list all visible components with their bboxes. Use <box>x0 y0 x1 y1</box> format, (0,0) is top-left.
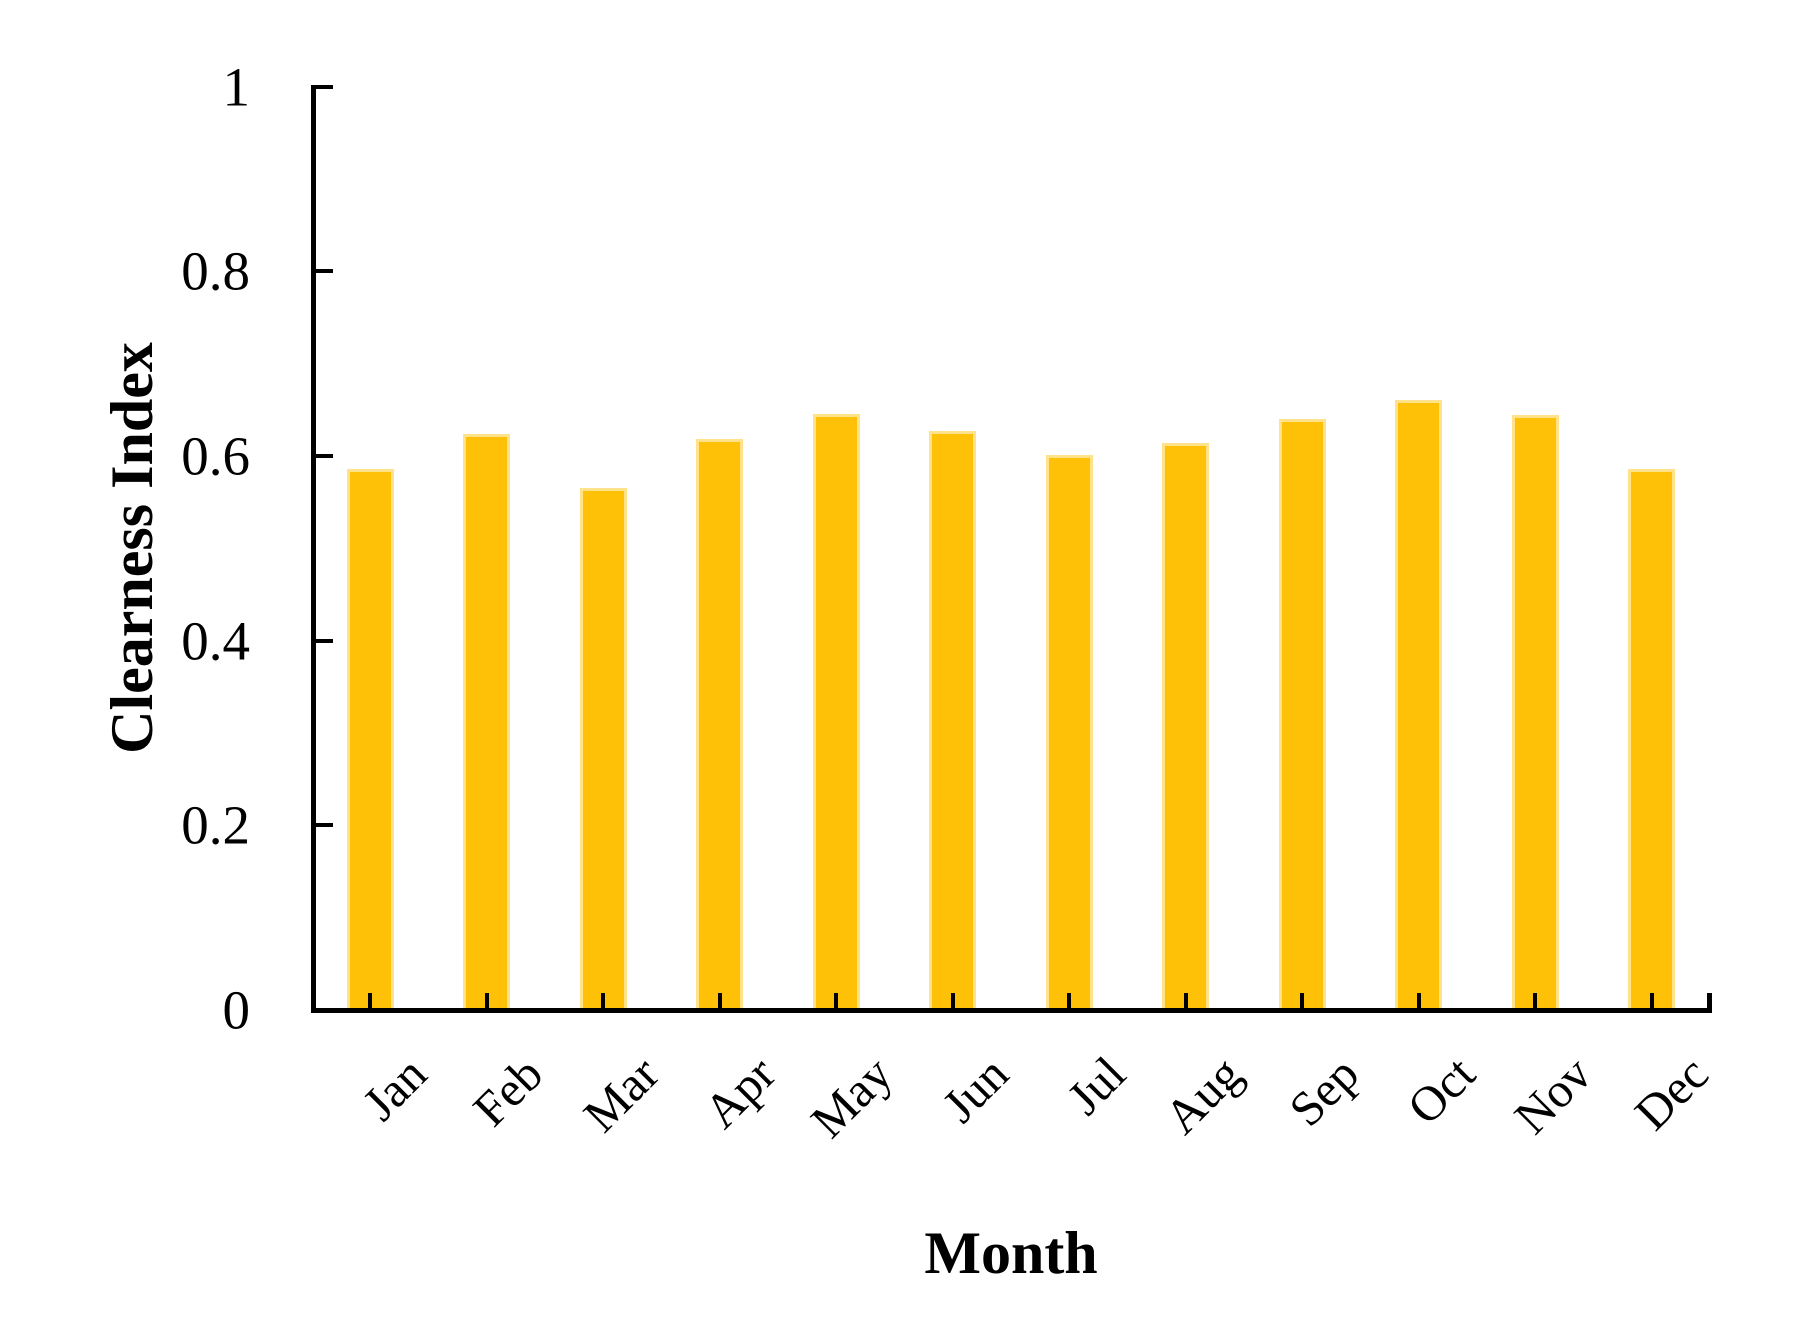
y-tick-label-0.2: 0.2 <box>181 794 250 856</box>
y-axis-title: Clearness Index <box>99 342 165 754</box>
bar-mar <box>579 488 627 1010</box>
x-tick-oct <box>1416 993 1421 1010</box>
bar-jun <box>929 431 976 1010</box>
y-tick-0.8 <box>313 269 333 274</box>
y-tick-0.4 <box>313 638 333 643</box>
x-tick-label-oct: Oct <box>1396 1045 1486 1135</box>
x-tick-label-nov: Nov <box>1503 1045 1602 1145</box>
y-tick-1 <box>313 84 333 89</box>
bar-may <box>812 414 860 1010</box>
bar-dec <box>1628 469 1675 1010</box>
y-tick-label-0.6: 0.6 <box>181 425 250 487</box>
y-tick-label-1: 1 <box>222 56 251 118</box>
x-tick-label-jan: Jan <box>351 1045 437 1131</box>
x-tick-label-apr: Apr <box>693 1045 787 1139</box>
x-tick-label-aug: Aug <box>1153 1045 1253 1145</box>
y-axis-line <box>311 85 316 1012</box>
x-tick-feb <box>484 993 489 1010</box>
x-axis-end-tick <box>1707 993 1712 1010</box>
y-tick-0.6 <box>313 454 333 459</box>
bar-jul <box>1045 455 1093 1010</box>
x-tick-sep <box>1300 993 1304 1010</box>
bar-oct <box>1395 400 1442 1010</box>
y-tick-label-0.8: 0.8 <box>181 240 250 302</box>
x-tick-label-jun: Jun <box>932 1045 1020 1133</box>
bar-feb <box>463 434 510 1010</box>
x-tick-label-dec: Dec <box>1623 1045 1719 1141</box>
x-tick-jan <box>368 993 372 1010</box>
bar-nov <box>1511 415 1559 1010</box>
x-tick-may <box>834 993 838 1010</box>
bar-jan <box>346 469 394 1010</box>
x-tick-label-sep: Sep <box>1277 1045 1369 1137</box>
x-tick-label-jul: Jul <box>1056 1045 1136 1126</box>
x-tick-apr <box>717 993 722 1010</box>
x-tick-label-feb: Feb <box>462 1045 554 1137</box>
x-tick-mar <box>601 993 605 1010</box>
x-tick-nov <box>1533 993 1537 1010</box>
x-tick-aug <box>1183 993 1188 1010</box>
y-tick-label-0.4: 0.4 <box>181 610 250 672</box>
bar-aug <box>1162 443 1209 1010</box>
x-tick-jul <box>1067 993 1071 1010</box>
x-tick-label-mar: Mar <box>573 1045 670 1143</box>
x-tick-dec <box>1649 993 1654 1010</box>
x-tick-label-may: May <box>800 1045 903 1149</box>
bar-sep <box>1278 419 1326 1010</box>
y-tick-0.2 <box>313 823 333 828</box>
y-tick-label-0: 0 <box>222 979 251 1041</box>
x-axis-line <box>311 1008 1712 1013</box>
bar-apr <box>696 439 743 1010</box>
x-axis-title: Month <box>924 1220 1098 1286</box>
x-tick-jun <box>950 993 955 1010</box>
